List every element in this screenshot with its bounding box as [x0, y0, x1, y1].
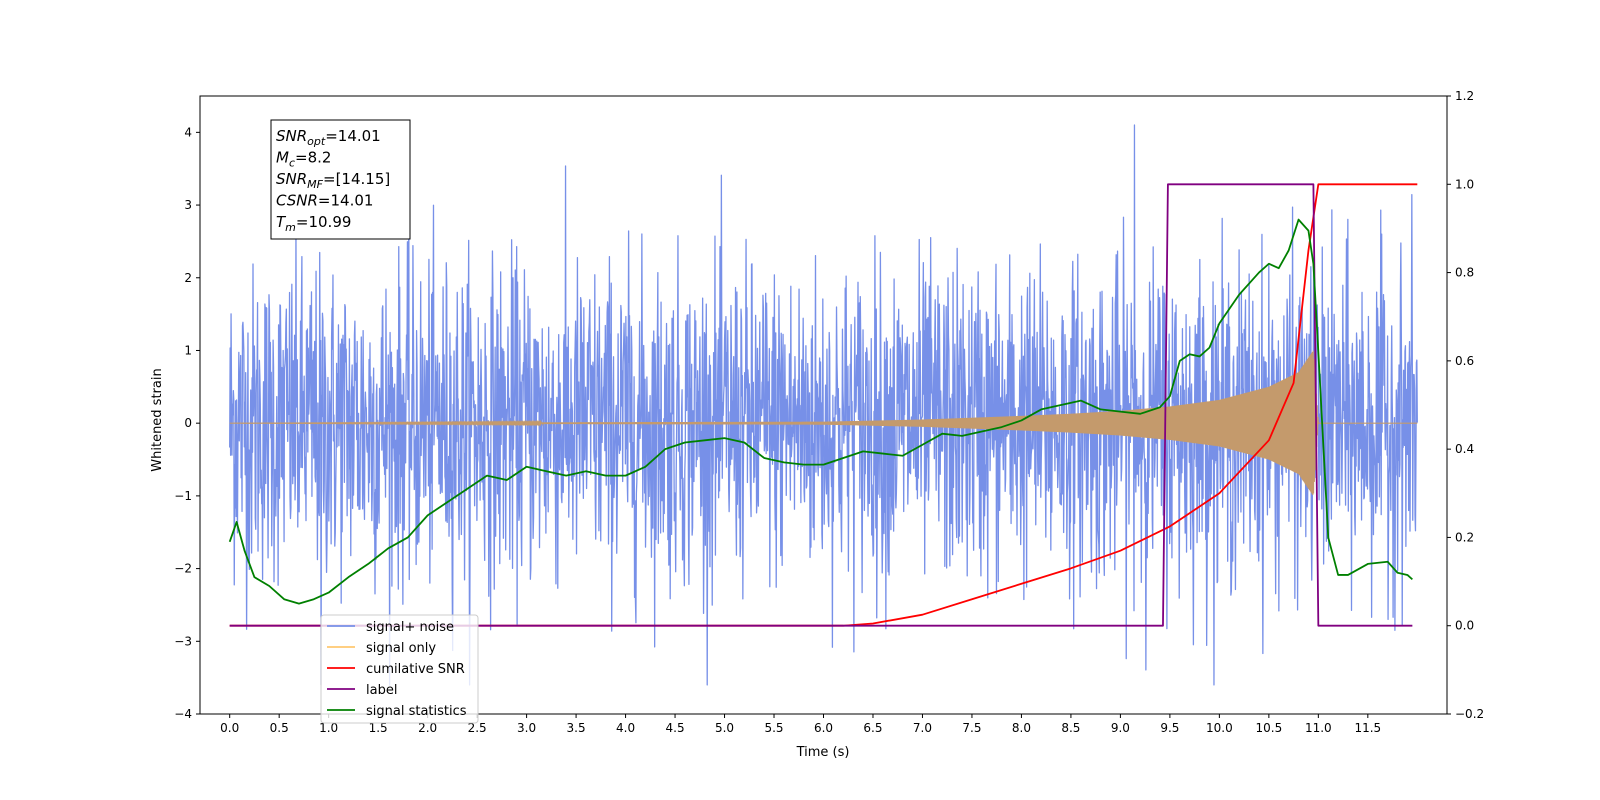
- x-tick-label: 6.5: [863, 721, 882, 735]
- legend-label-cumilative-snr: cumilative SNR: [366, 662, 465, 677]
- y-tick-label: −4: [174, 707, 192, 721]
- legend-frame: [320, 614, 479, 724]
- y-tick-label: −2: [174, 562, 192, 576]
- annotation-line: SNRMF=[14.15]: [276, 170, 390, 191]
- x-tick-label: 9.0: [1111, 721, 1130, 735]
- y-tick-label: −1: [174, 489, 192, 503]
- x-tick-label: 5.0: [715, 721, 734, 735]
- x-tick-label: 11.0: [1305, 721, 1332, 735]
- x-axis: 0.0 0.5 1.0 1.5 2.0 2.5 3.0 3.5 4.0 4.5 5.0 5.5 6.0 6…: [220, 714, 1381, 735]
- y-right-tick-label: 0.6: [1455, 354, 1474, 368]
- y-right-tick-label: 1.0: [1455, 177, 1474, 191]
- x-tick-label: 4.5: [666, 721, 685, 735]
- annotation-frame: [270, 119, 411, 240]
- y-axis-label: Whitened strain: [150, 368, 165, 471]
- y-tick-label: 2: [184, 271, 192, 285]
- legend-label-signal-statistics: signal statistics: [366, 704, 467, 719]
- x-tick-label: 10.0: [1206, 721, 1233, 735]
- y-axis-left: −4 −3 −2 −1 0 1 2 3 4: [174, 125, 200, 721]
- y-tick-label: 0: [184, 416, 192, 430]
- x-tick-label: 9.5: [1160, 721, 1179, 735]
- signal-only-line: [229, 350, 1418, 495]
- y-right-tick-label: 0.4: [1455, 442, 1474, 456]
- legend-label-signal-only: signal only: [366, 641, 436, 656]
- legend-label-signal-noise: signal+ noise: [366, 620, 454, 635]
- x-tick-label: 7.0: [913, 721, 932, 735]
- x-tick-label: 2.5: [468, 721, 487, 735]
- annotation-line: Mc=8.2: [276, 149, 331, 170]
- x-tick-label: 10.5: [1255, 721, 1282, 735]
- x-tick-label: 1.5: [369, 721, 388, 735]
- annotation-line: Tm=10.99: [276, 213, 351, 234]
- y-right-tick-label: 0.2: [1455, 530, 1474, 544]
- x-tick-label: 3.5: [567, 721, 586, 735]
- x-tick-label: 6.0: [814, 721, 833, 735]
- x-tick-label: 2.0: [418, 721, 437, 735]
- y-right-tick-label: 1.2: [1455, 89, 1474, 103]
- series-layer: [228, 124, 1418, 686]
- x-tick-label: 1.0: [319, 721, 338, 735]
- y-tick-label: −3: [174, 634, 192, 648]
- annotation-line: CSNR=14.01: [276, 192, 373, 210]
- y-tick-label: 4: [184, 125, 192, 139]
- x-tick-label: 0.0: [220, 721, 239, 735]
- signal-statistics-line: [228, 218, 1413, 605]
- x-tick-label: 7.5: [962, 721, 981, 735]
- x-tick-label: 3.0: [517, 721, 536, 735]
- x-tick-label: 0.5: [270, 721, 289, 735]
- x-axis-label: Time (s): [796, 745, 850, 760]
- x-tick-label: 4.0: [616, 721, 635, 735]
- label-line: [229, 183, 1413, 627]
- y-right-tick-label: −0.2: [1455, 707, 1484, 721]
- y-tick-label: 1: [184, 343, 192, 357]
- x-tick-label: 5.5: [764, 721, 783, 735]
- legend-label-label: label: [366, 683, 397, 698]
- stats-annotation-box: SNRopt=14.01Mc=8.2SNRMF=[14.15]CSNR=14.0…: [270, 119, 411, 240]
- x-tick-label: 11.5: [1354, 721, 1381, 735]
- y-right-tick-label: 0.8: [1455, 266, 1474, 280]
- cumilative-snr-line: [229, 183, 1418, 627]
- annotation-line: SNRopt=14.01: [276, 127, 381, 148]
- legend: signal+ noise signal only cumilative SNR la…: [320, 614, 479, 724]
- y-right-tick-label: 0.0: [1455, 619, 1474, 633]
- y-tick-label: 3: [184, 198, 192, 212]
- x-tick-label: 8.5: [1061, 721, 1080, 735]
- y-axis-right: −0.2 0.0 0.2 0.4 0.6 0.8 1.0 1.2: [1447, 89, 1484, 721]
- x-tick-label: 8.0: [1012, 721, 1031, 735]
